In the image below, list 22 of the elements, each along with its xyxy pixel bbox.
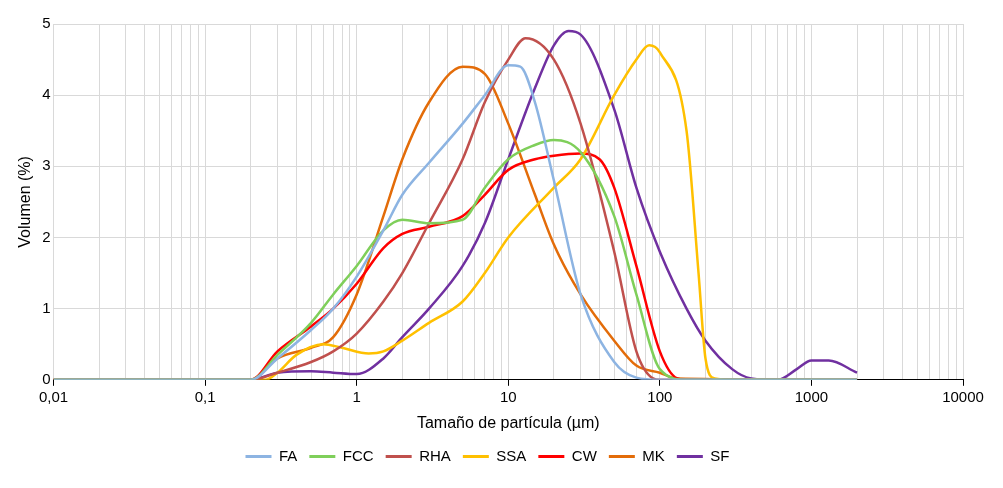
legend-label: CW <box>571 446 598 464</box>
x-tick-label: 10000 <box>942 387 984 405</box>
x-tick-label: 0,01 <box>38 387 69 405</box>
legend-label: FCC <box>342 446 374 464</box>
legend-label: RHA <box>419 446 451 464</box>
y-tick-label: 2 <box>42 227 51 245</box>
y-tick-label: 4 <box>42 85 51 103</box>
legend-label: SF <box>710 446 730 464</box>
y-tick-label: 1 <box>42 298 51 316</box>
x-tick-label: 0,1 <box>194 387 216 405</box>
x-tick-label: 10 <box>499 387 517 405</box>
x-tick-label: 1000 <box>794 387 829 405</box>
y-tick-label: 0 <box>42 369 51 387</box>
x-tick-label: 1 <box>352 387 361 405</box>
y-tick-label: 5 <box>42 14 51 32</box>
y-tick-label: 3 <box>42 156 51 174</box>
x-tick-label: 100 <box>647 387 673 405</box>
legend-label: SSA <box>496 446 527 464</box>
x-axis-title: Tamaño de partícula (µm) <box>416 413 600 431</box>
y-axis-title: Volumen (%) <box>16 156 34 248</box>
legend-label: MK <box>642 446 665 464</box>
legend-label: FA <box>279 446 298 464</box>
